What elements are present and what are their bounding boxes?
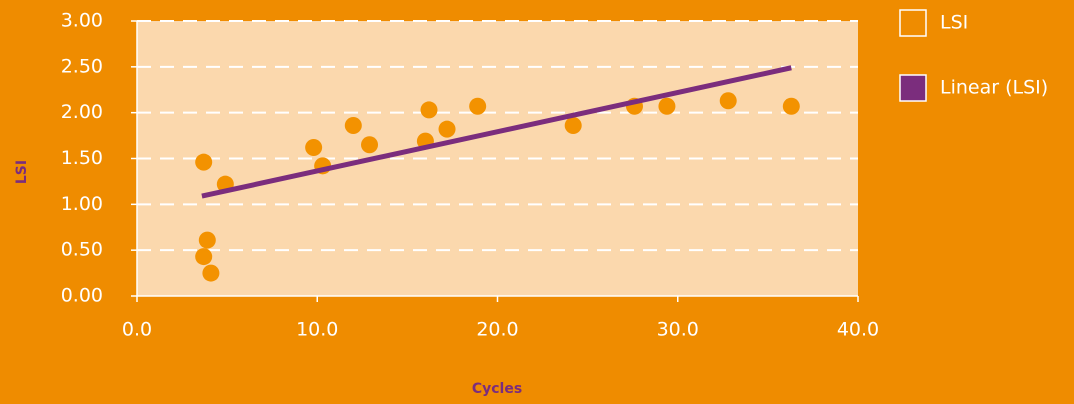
y-tick-label: 1.50 [61,147,103,169]
y-tick-label: 2.00 [61,101,103,123]
x-tick-label: 0.0 [122,319,152,341]
y-tick-label: 0.50 [61,239,103,261]
data-point [420,101,438,119]
data-point [469,97,487,115]
data-point [361,136,379,154]
x-tick-label: 30.0 [657,319,699,341]
data-point [719,92,737,110]
legend-label: LSI [940,12,968,34]
trendline [201,65,792,199]
x-tick-label: 20.0 [476,319,518,341]
data-point [195,153,213,171]
y-tick-label: 0.00 [61,285,103,307]
y-axis-title: LSI [14,160,30,184]
x-axis-title: Cycles [472,381,522,397]
data-point [202,264,220,282]
x-tick-label: 40.0 [837,319,879,341]
data-point [564,117,582,134]
y-tick-label: 2.50 [61,55,103,77]
data-point [438,120,456,138]
plot-area [137,21,858,296]
legend-swatch [899,9,927,37]
data-point [658,97,676,115]
data-point [195,248,213,266]
legend-swatch [899,74,927,102]
x-tick-label: 10.0 [296,319,338,341]
legend-label: Linear (LSI) [940,77,1048,99]
data-point [305,139,323,156]
data-point [344,117,362,134]
data-point [198,231,216,249]
y-tick-label: 1.00 [61,193,103,215]
data-point [782,97,800,115]
y-tick-label: 3.00 [61,10,103,32]
